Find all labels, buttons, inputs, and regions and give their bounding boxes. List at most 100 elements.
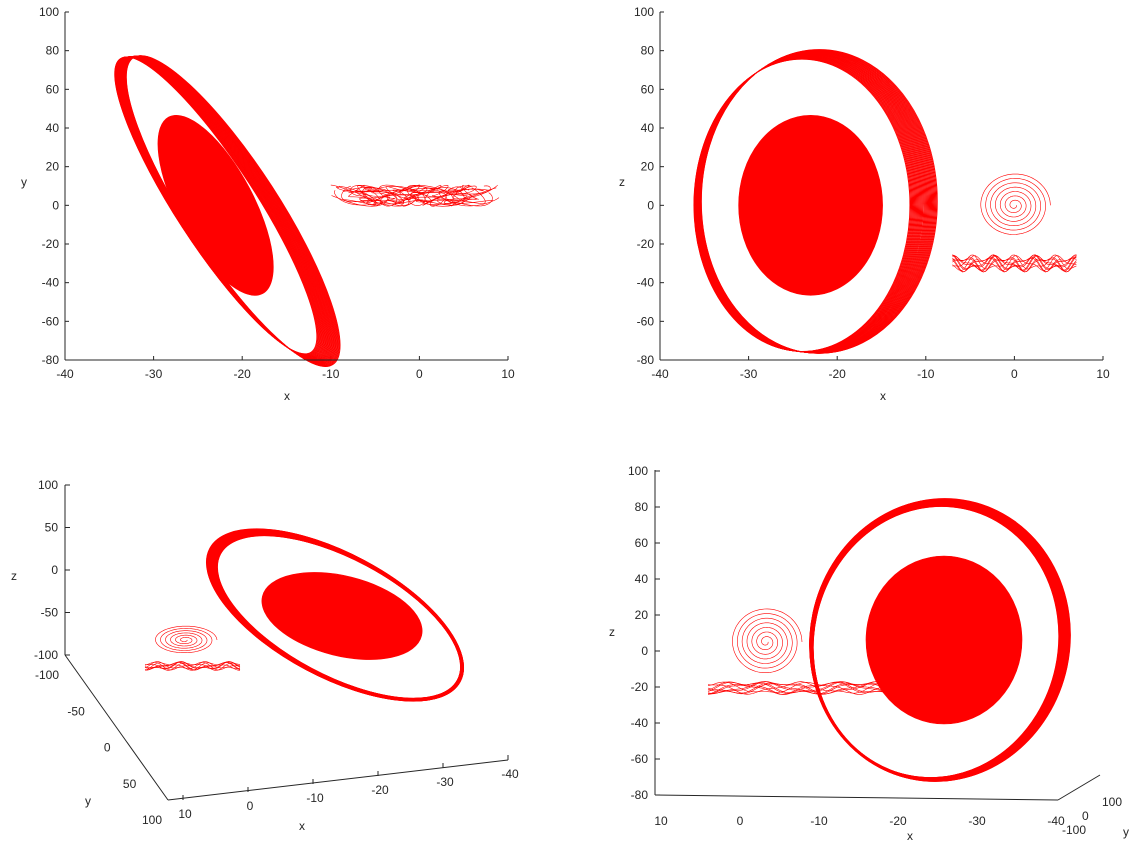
x-tick-label: -40 [651,367,669,381]
x-tick-label: -40 [1047,814,1065,828]
z-tick-label: 40 [635,572,649,586]
chart-panel-xy: -80 -60 -40 -20 0 20 40 60 80 100 -40 -30 -20 -10 0 10… [21,5,515,403]
x-tick-label: -30 [436,775,454,789]
y-tick-label: 80 [641,44,655,58]
z-tick-label: -60 [631,752,649,766]
p1-side-attractor [357,185,494,207]
p1-side-attractor [338,185,472,207]
p3-outer-loop [217,535,461,699]
x-tick-label: -30 [145,367,163,381]
y-tick-label: 60 [46,82,60,96]
y-tick-label: 100 [1102,795,1122,809]
y-tick-label: -100 [35,668,59,682]
p2-y-axis-label: z [619,175,625,189]
y-tick-label: 0 [647,198,654,212]
y-tick-label: -20 [637,237,655,251]
y-tick-label: 100 [634,5,654,19]
p3-lower-attractor [144,661,241,671]
p4-lower-attractor [707,681,889,695]
y-tick-label: 100 [39,5,59,19]
p3-y-axis-label: y [85,794,91,808]
y-tick-label: -20 [42,237,60,251]
p3-lower-attractor [144,661,241,670]
p3-x-axis-label: x [299,819,305,833]
z-tick-label: -40 [631,716,649,730]
p2-lower-attractor [952,254,1077,270]
z-tick-label: 0 [641,644,648,658]
y-tick-label: 40 [641,121,655,135]
x-tick-label: -20 [371,783,389,797]
p2-lower-attractor [952,258,1077,273]
x-tick-label: 10 [178,807,192,821]
z-tick-label: 0 [51,563,58,577]
y-tick-label: 80 [46,44,60,58]
p2-lower-attractor [952,257,1077,273]
y-tick-label: 50 [123,777,137,791]
z-tick-label: 100 [628,464,648,478]
x-tick-label: -30 [740,367,758,381]
y-tick-label: -40 [42,276,60,290]
p3-inner-core [261,572,423,660]
p4-y-axis-label: y [1123,825,1129,839]
p2-lower-attractor [952,258,1077,273]
p2-lower-attractor [952,256,1077,272]
y-tick-label: -50 [67,704,85,718]
z-tick-label: -80 [631,788,649,802]
p3-lower-attractor [144,662,241,671]
y-tick-label: -60 [42,314,60,328]
y-tick-label: 20 [46,160,60,174]
x-tick-label: -30 [968,814,986,828]
x-tick-label: -10 [917,367,935,381]
y-tick-label: 0 [1082,809,1089,823]
z-tick-label: 60 [635,536,649,550]
p1-side-attractor [343,184,493,207]
p4-x-axis-line [654,794,1059,801]
z-tick-label: 80 [635,500,649,514]
p4-x-axis-label: x [907,829,913,843]
x-tick-label: 0 [416,367,423,381]
p4-lower-attractor [707,681,889,695]
p3-lower-attractor [144,662,241,671]
p3-y-axis-line [64,654,169,801]
p2-lower-attractor [952,255,1077,271]
p2-x-ticks: -40 -30 -20 -10 0 10 [651,356,1110,381]
z-tick-label: -20 [631,680,649,694]
p1-y-axis-label: y [21,175,27,189]
x-tick-label: 0 [1011,367,1018,381]
x-tick-label: -40 [56,367,74,381]
p1-inner-core [157,114,274,296]
p3-lower-attractor [144,661,241,671]
z-tick-label: 50 [45,521,59,535]
y-tick-label: 0 [52,198,59,212]
p4-inner-core [865,555,1023,725]
y-tick-label: -80 [42,353,60,367]
p2-inner-core [738,115,883,296]
p1-y-ticks: -80 -60 -40 -20 0 20 40 60 80 100 [39,5,69,367]
p1-side-attractor [341,185,491,207]
z-tick-label: -100 [34,648,58,662]
p1-x-axis-label: x [284,389,290,403]
p1-side-attractor [355,184,489,206]
p1-x-ticks: -40 -30 -20 -10 0 10 [56,356,515,381]
x-tick-label: 0 [737,814,744,828]
p2-lower-attractor [952,254,1077,270]
p4-z-axis-label: z [609,625,615,639]
y-tick-label: -40 [637,276,655,290]
x-tick-label: -20 [234,367,252,381]
p4-y-axis-line [1057,774,1101,801]
p4-lower-attractor [707,681,889,695]
p1-side-attractor [330,184,480,207]
y-tick-label: -60 [637,314,655,328]
p3-x-axis-line [167,759,509,801]
p3-z-axis-label: z [11,569,17,583]
p2-trajectory [693,49,1077,354]
p3-trajectory [144,528,465,702]
p4-trajectory [707,498,1071,782]
x-tick-label: -10 [306,791,324,805]
p4-spiral [732,608,803,674]
y-tick-label: 40 [46,121,60,135]
p1-trajectory [114,55,500,367]
